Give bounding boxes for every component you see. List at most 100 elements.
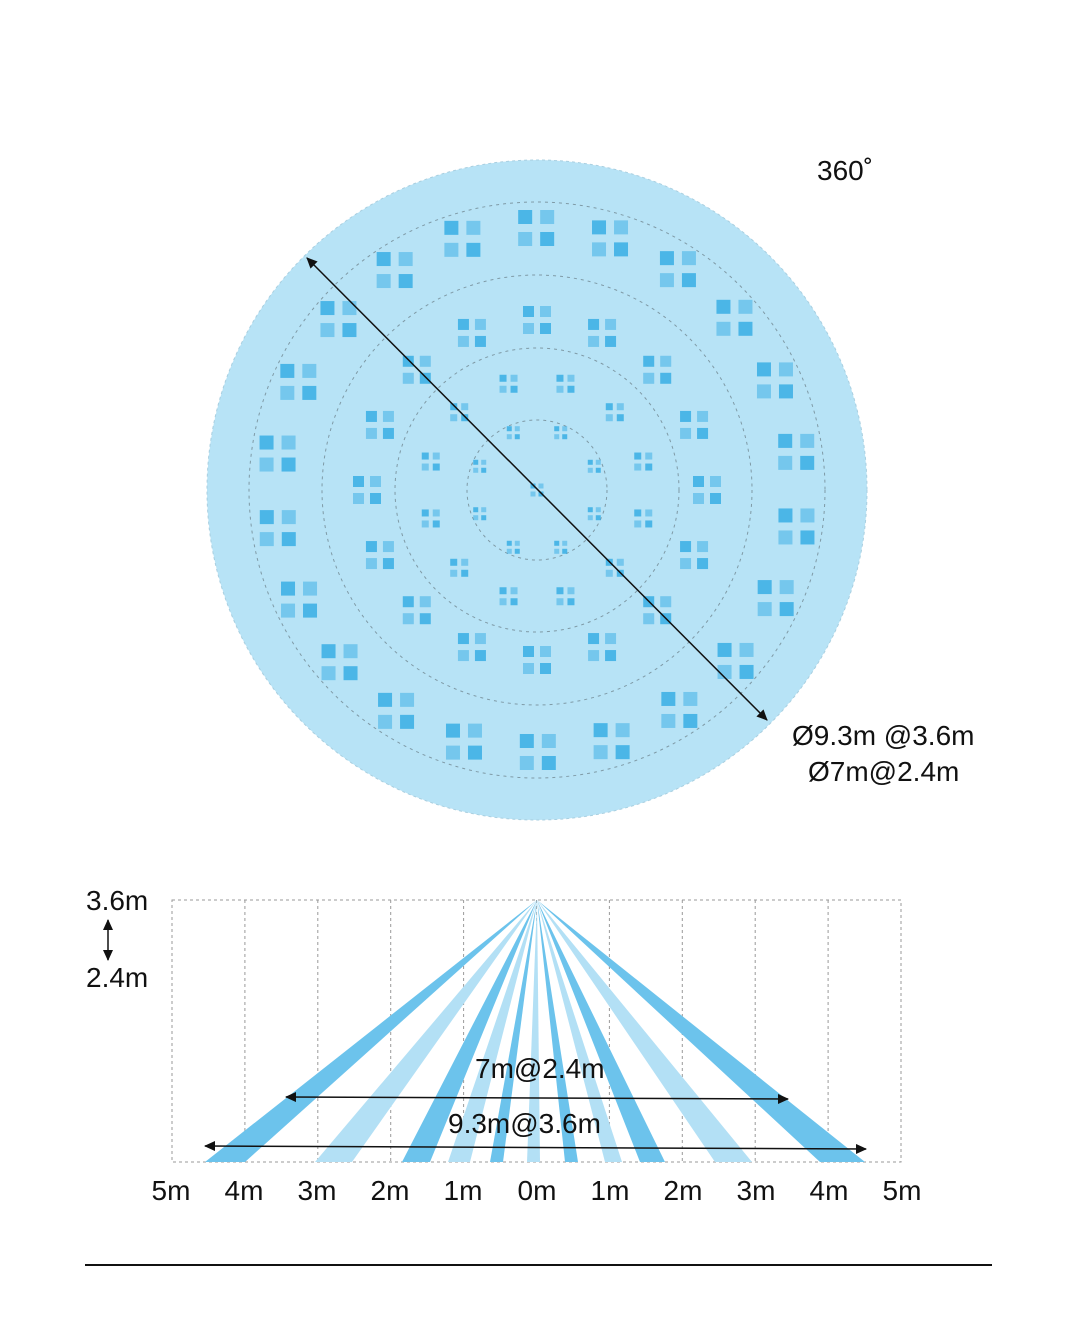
detection-zone-pad xyxy=(588,633,600,645)
detection-zone-pad xyxy=(320,323,335,338)
detection-zone-pad xyxy=(473,459,479,465)
detection-zone-pad xyxy=(281,435,296,450)
detection-zone-pad xyxy=(693,493,704,504)
detection-zone-pad xyxy=(457,650,469,662)
detection-zone-pad xyxy=(402,372,414,384)
x-tick-label: 1m xyxy=(590,1175,630,1206)
detection-zone-pad xyxy=(592,242,607,257)
detection-zone-pad xyxy=(457,335,469,347)
detection-zone-pad xyxy=(382,410,394,422)
width-label-3-6m: 9.3m@3.6m xyxy=(448,1108,601,1139)
detection-zone-pad xyxy=(514,548,520,554)
detection-zone-pad xyxy=(400,692,415,707)
x-tick-label: 3m xyxy=(297,1175,337,1206)
detection-zone-pad xyxy=(523,646,534,657)
detection-zone-pad xyxy=(605,569,613,577)
detection-zone-pad xyxy=(382,558,394,570)
detection-zone-pad xyxy=(514,434,520,440)
detection-zone-pad xyxy=(562,548,568,554)
detection-zone-pad xyxy=(567,587,575,595)
detection-zone-pad xyxy=(259,435,274,450)
detection-zone-pad xyxy=(432,520,440,528)
detection-zone-pad xyxy=(778,362,793,377)
detection-zone-pad xyxy=(450,403,458,411)
detection-zone-pad xyxy=(683,691,698,706)
detection-zone-pad xyxy=(717,642,732,657)
detection-zone xyxy=(445,723,482,760)
detection-zone-pad xyxy=(554,426,560,432)
detection-zone-pad xyxy=(466,220,481,235)
width-arrow-7m xyxy=(285,1092,789,1104)
detection-zone-pad xyxy=(281,532,296,547)
detection-zone-pad xyxy=(800,455,815,470)
detection-zone-pad xyxy=(779,580,794,595)
footer-divider xyxy=(85,1264,992,1266)
x-tick-label: 1m xyxy=(443,1175,483,1206)
detection-zone-pad xyxy=(510,587,518,595)
detection-zone-pad xyxy=(592,220,607,235)
detection-zone-pad xyxy=(376,274,391,289)
detection-zone-pad xyxy=(540,210,555,225)
detection-zone-pad xyxy=(716,321,731,336)
detection-zone-pad xyxy=(421,463,429,471)
detection-zone-pad xyxy=(467,723,482,738)
detection-zone-pad xyxy=(473,467,479,473)
detection-zone-pad xyxy=(588,318,600,330)
detection-zone-pad xyxy=(421,520,429,528)
detection-zone-pad xyxy=(643,355,655,367)
detection-zone-pad xyxy=(587,459,593,465)
detection-zone-pad xyxy=(370,493,381,504)
detection-zone-pad xyxy=(530,491,536,497)
detection-zone-pad xyxy=(281,510,296,525)
detection-zone-pad xyxy=(519,755,534,770)
width-label-2-4m: 7m@2.4m xyxy=(475,1053,605,1084)
detection-zone-pad xyxy=(554,434,560,440)
detection-zone-pad xyxy=(680,558,692,570)
detection-zone-pad xyxy=(421,509,429,517)
detection-zone-pad xyxy=(757,580,772,595)
detection-zone-pad xyxy=(800,508,815,523)
detection-zone-pad xyxy=(506,434,512,440)
detection-zone-pad xyxy=(757,602,772,617)
detection-zone-pad xyxy=(681,273,696,288)
detection-zone-pad xyxy=(378,714,393,729)
detection-zone-pad xyxy=(499,587,507,595)
detection-zone-pad xyxy=(365,541,377,553)
detection-zone-pad xyxy=(343,666,358,681)
coverage-angle-label: 360˚ xyxy=(817,155,874,186)
detection-zone-pad xyxy=(419,372,431,384)
detection-zone-pad xyxy=(402,596,414,608)
detection-zone-pad xyxy=(660,596,672,608)
detection-zone-pad xyxy=(710,493,721,504)
detection-zone-pad xyxy=(661,713,676,728)
detection-zone-pad xyxy=(540,663,551,674)
detection-zone-pad xyxy=(303,603,318,618)
detection-zone-pad xyxy=(259,510,274,525)
detection-zone-pad xyxy=(510,374,518,382)
detection-zone-pad xyxy=(342,323,357,338)
detection-zone-pad xyxy=(680,427,692,439)
detection-zone-pad xyxy=(481,467,487,473)
detection-zone-pad xyxy=(593,723,608,738)
detection-zone-pad xyxy=(421,452,429,460)
detection-zone-pad xyxy=(499,598,507,606)
detection-zone-pad xyxy=(739,664,754,679)
detection-zone-pad xyxy=(588,650,600,662)
detection-zone-pad xyxy=(541,755,556,770)
detection-zone-pad xyxy=(365,558,377,570)
detection-zone-pad xyxy=(461,414,469,422)
detection-zone-pad xyxy=(398,252,413,267)
detection-zone-pad xyxy=(402,355,414,367)
detection-zone-pad xyxy=(643,372,655,384)
detection-zone-pad xyxy=(450,414,458,422)
detection-zone xyxy=(778,433,815,470)
detection-zone-pad xyxy=(481,507,487,513)
detection-zone-pad xyxy=(540,646,551,657)
detection-zone-pad xyxy=(445,723,460,738)
detection-zone-pad xyxy=(567,385,575,393)
detection-zone-pad xyxy=(605,318,617,330)
height-label-min: 2.4m xyxy=(86,962,149,993)
detection-zone-pad xyxy=(739,642,754,657)
detection-zone-pad xyxy=(523,323,534,334)
detection-zone-pad xyxy=(450,558,458,566)
